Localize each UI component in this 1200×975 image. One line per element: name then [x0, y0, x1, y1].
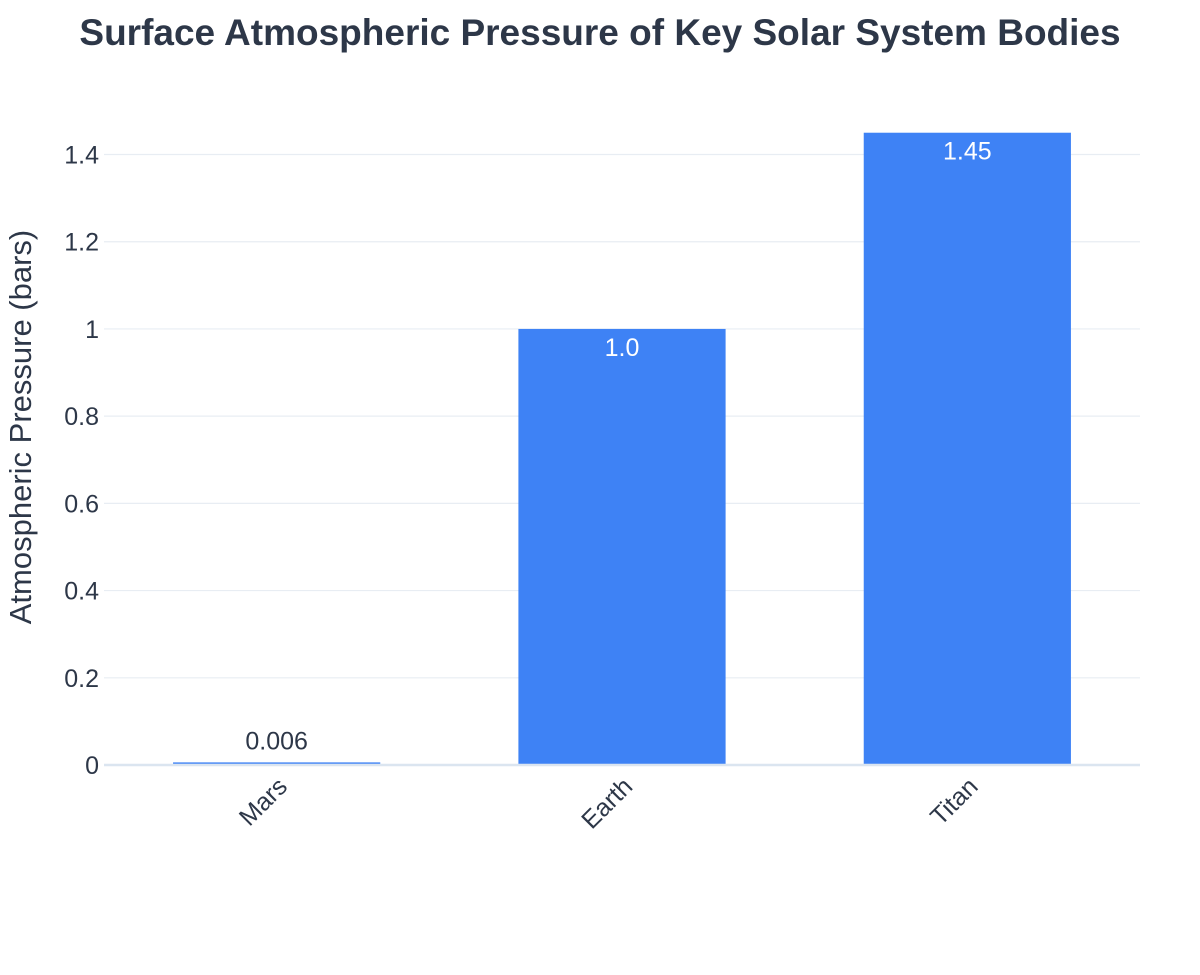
data-label: 1.45: [943, 138, 992, 166]
y-tick-label: 0.6: [64, 490, 99, 518]
bar: [863, 132, 1071, 766]
chart-title: Surface Atmospheric Pressure of Key Sola…: [79, 12, 1120, 53]
y-tick-label: 1.2: [64, 229, 99, 257]
y-tick-label: 1.4: [64, 142, 99, 170]
bar: [518, 328, 726, 765]
y-tick-label: 0.8: [64, 403, 99, 431]
y-tick-label: 0.2: [64, 665, 99, 693]
bars: [173, 132, 1071, 766]
x-tick-label: Mars: [234, 772, 293, 831]
y-axis-title: Atmospheric Pressure (bars): [3, 230, 38, 625]
data-label: 1.0: [605, 334, 640, 362]
data-label: 0.006: [245, 727, 308, 755]
data-labels: 0.006 1.0 1.45: [245, 138, 991, 756]
x-tick-label: Titan: [925, 772, 983, 830]
bar: [173, 762, 381, 765]
y-tick-label: 0: [85, 752, 99, 780]
y-axis-ticks: 0 0.2 0.4 0.6 0.8 1 1.2 1.4: [64, 142, 99, 780]
y-tick-label: 1: [85, 316, 99, 344]
x-axis-ticks: Mars Earth Titan: [234, 772, 984, 834]
x-tick-label: Earth: [576, 772, 638, 834]
y-tick-label: 0.4: [64, 578, 99, 606]
